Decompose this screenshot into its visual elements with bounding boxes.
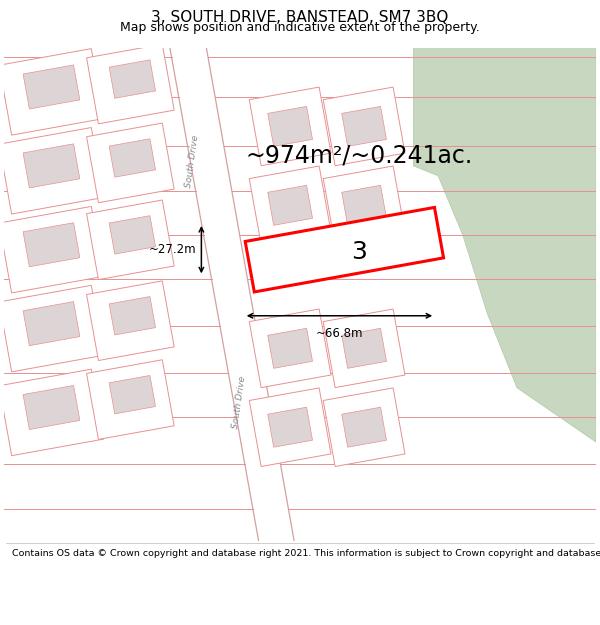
Polygon shape [86,123,174,202]
Polygon shape [23,302,80,346]
Text: South Drive: South Drive [184,134,200,188]
Text: ~974m²/~0.241ac.: ~974m²/~0.241ac. [245,144,473,168]
Polygon shape [0,369,104,456]
Polygon shape [23,222,80,267]
Polygon shape [0,49,104,135]
Polygon shape [323,309,405,388]
Text: 3, SOUTH DRIVE, BANSTEAD, SM7 3BQ: 3, SOUTH DRIVE, BANSTEAD, SM7 3BQ [151,9,449,24]
Polygon shape [0,286,104,372]
Text: Map shows position and indicative extent of the property.: Map shows position and indicative extent… [120,21,480,34]
Polygon shape [109,216,155,254]
Polygon shape [342,106,386,146]
Text: 3: 3 [351,239,367,264]
Polygon shape [342,408,386,447]
Polygon shape [268,408,313,447]
Polygon shape [23,65,80,109]
Polygon shape [249,388,331,466]
Polygon shape [170,48,259,541]
Polygon shape [413,48,596,442]
Polygon shape [249,309,331,388]
Polygon shape [109,296,155,335]
Polygon shape [23,386,80,429]
Polygon shape [268,328,313,368]
Polygon shape [245,208,443,292]
Text: ~66.8m: ~66.8m [316,327,363,339]
Polygon shape [109,60,155,98]
Polygon shape [86,360,174,439]
Polygon shape [109,376,155,414]
Polygon shape [268,185,313,225]
Polygon shape [342,328,386,368]
Polygon shape [0,206,104,293]
Polygon shape [109,139,155,177]
Text: ~27.2m: ~27.2m [149,243,196,256]
Polygon shape [323,166,405,244]
Polygon shape [86,200,174,279]
Polygon shape [323,87,405,166]
Polygon shape [86,281,174,361]
Text: South Drive: South Drive [230,376,247,429]
Polygon shape [268,106,313,146]
Polygon shape [0,127,104,214]
Polygon shape [249,87,331,166]
Polygon shape [323,388,405,466]
Polygon shape [23,144,80,188]
Polygon shape [249,166,331,244]
Text: Contains OS data © Crown copyright and database right 2021. This information is : Contains OS data © Crown copyright and d… [12,549,600,558]
Polygon shape [342,185,386,225]
Polygon shape [86,44,174,124]
